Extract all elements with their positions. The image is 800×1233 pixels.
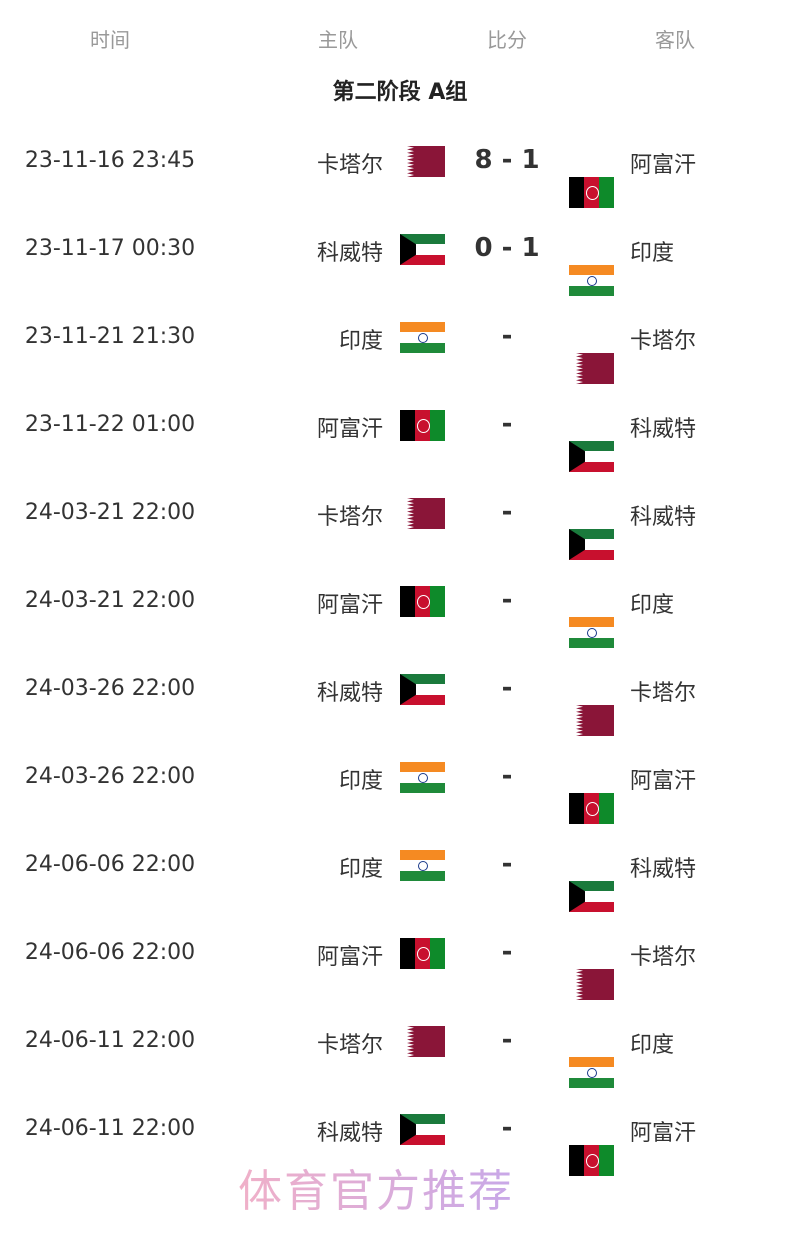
away-team: 印度 xyxy=(630,241,675,266)
match-time: 23-11-21 21:30 xyxy=(24,324,196,349)
match-time: 24-06-11 22:00 xyxy=(24,1116,196,1141)
match-time: 23-11-22 01:00 xyxy=(24,412,196,437)
away-flag-qa-icon xyxy=(569,353,614,384)
away-flag-qa-icon xyxy=(569,969,614,1000)
home-team: 印度 xyxy=(338,857,383,882)
home-flag-kw-icon xyxy=(400,1114,445,1145)
home-flag-qa-icon xyxy=(400,146,445,177)
header-score: 比分 xyxy=(487,28,527,52)
home-team: 科威特 xyxy=(316,241,383,266)
home-flag-af-icon xyxy=(400,410,445,441)
home-flag-in-icon xyxy=(400,762,445,793)
away-flag-qa-icon xyxy=(569,705,614,736)
away-flag-af-icon xyxy=(569,177,614,208)
away-team: 阿富汗 xyxy=(630,153,697,178)
away-flag-in-icon xyxy=(569,265,614,296)
match-row[interactable]: 24-03-21 22:00 卡塔尔 - 科威特 xyxy=(0,484,800,560)
home-flag-in-icon xyxy=(400,850,445,881)
header-away: 客队 xyxy=(655,28,695,52)
home-flag-af-icon xyxy=(400,938,445,969)
match-time: 24-06-11 22:00 xyxy=(24,1028,196,1053)
match-row[interactable]: 23-11-17 00:30 科威特 0 - 1 印度 xyxy=(0,220,800,296)
match-score: - xyxy=(501,497,513,527)
away-team: 印度 xyxy=(630,593,675,618)
match-row[interactable]: 24-06-11 22:00 科威特 - 阿富汗 xyxy=(0,1100,800,1176)
match-time: 24-06-06 22:00 xyxy=(24,940,196,965)
away-flag-in-icon xyxy=(569,1057,614,1088)
match-score: - xyxy=(501,321,513,351)
home-flag-in-icon xyxy=(400,322,445,353)
match-time: 24-03-21 22:00 xyxy=(24,588,196,613)
home-team: 科威特 xyxy=(316,1121,383,1146)
away-flag-kw-icon xyxy=(569,881,614,912)
away-team: 印度 xyxy=(630,1033,675,1058)
match-score: - xyxy=(501,849,513,879)
match-row[interactable]: 24-03-21 22:00 阿富汗 - 印度 xyxy=(0,572,800,648)
match-score: - xyxy=(501,585,513,615)
away-team: 卡塔尔 xyxy=(630,329,697,354)
match-row[interactable]: 24-06-06 22:00 印度 - 科威特 xyxy=(0,836,800,912)
match-score: - xyxy=(501,761,513,791)
match-time: 23-11-16 23:45 xyxy=(24,148,196,173)
away-team: 科威特 xyxy=(630,857,697,882)
match-time: 24-03-21 22:00 xyxy=(24,500,196,525)
match-score: - xyxy=(501,1113,513,1143)
home-team: 卡塔尔 xyxy=(316,505,383,530)
away-flag-af-icon xyxy=(569,793,614,824)
match-score: 8 - 1 xyxy=(474,145,540,175)
match-row[interactable]: 24-06-06 22:00 阿富汗 - 卡塔尔 xyxy=(0,924,800,1000)
group-title: 第二阶段 A组 xyxy=(332,80,468,105)
home-team: 印度 xyxy=(338,329,383,354)
home-team: 科威特 xyxy=(316,681,383,706)
away-team: 阿富汗 xyxy=(630,769,697,794)
match-score: 0 - 1 xyxy=(474,233,540,263)
home-flag-qa-icon xyxy=(400,498,445,529)
home-flag-kw-icon xyxy=(400,234,445,265)
watermark: 体育官方推荐 xyxy=(238,1166,514,1217)
match-time: 24-03-26 22:00 xyxy=(24,764,196,789)
away-flag-kw-icon xyxy=(569,441,614,472)
match-row[interactable]: 24-06-11 22:00 卡塔尔 - 印度 xyxy=(0,1012,800,1088)
match-score: - xyxy=(501,409,513,439)
away-team: 卡塔尔 xyxy=(630,945,697,970)
away-team: 卡塔尔 xyxy=(630,681,697,706)
home-team: 卡塔尔 xyxy=(316,153,383,178)
home-team: 印度 xyxy=(338,769,383,794)
match-score: - xyxy=(501,673,513,703)
match-score: - xyxy=(501,937,513,967)
home-flag-qa-icon xyxy=(400,1026,445,1057)
away-flag-kw-icon xyxy=(569,529,614,560)
home-team: 阿富汗 xyxy=(316,417,383,442)
match-row[interactable]: 23-11-21 21:30 印度 - 卡塔尔 xyxy=(0,308,800,384)
match-row[interactable]: 24-03-26 22:00 科威特 - 卡塔尔 xyxy=(0,660,800,736)
match-row[interactable]: 23-11-16 23:45 卡塔尔 8 - 1 阿富汗 xyxy=(0,132,800,208)
match-row[interactable]: 23-11-22 01:00 阿富汗 - 科威特 xyxy=(0,396,800,472)
match-time: 24-06-06 22:00 xyxy=(24,852,196,877)
home-team: 阿富汗 xyxy=(316,593,383,618)
home-flag-kw-icon xyxy=(400,674,445,705)
match-score: - xyxy=(501,1025,513,1055)
away-flag-in-icon xyxy=(569,617,614,648)
away-team: 阿富汗 xyxy=(630,1121,697,1146)
home-team: 阿富汗 xyxy=(316,945,383,970)
header-home: 主队 xyxy=(318,28,358,52)
home-flag-af-icon xyxy=(400,586,445,617)
header-time: 时间 xyxy=(90,28,130,52)
away-team: 科威特 xyxy=(630,417,697,442)
match-time: 24-03-26 22:00 xyxy=(24,676,196,701)
match-time: 23-11-17 00:30 xyxy=(24,236,196,261)
away-flag-af-icon xyxy=(569,1145,614,1176)
home-team: 卡塔尔 xyxy=(316,1033,383,1058)
away-team: 科威特 xyxy=(630,505,697,530)
match-row[interactable]: 24-03-26 22:00 印度 - 阿富汗 xyxy=(0,748,800,824)
